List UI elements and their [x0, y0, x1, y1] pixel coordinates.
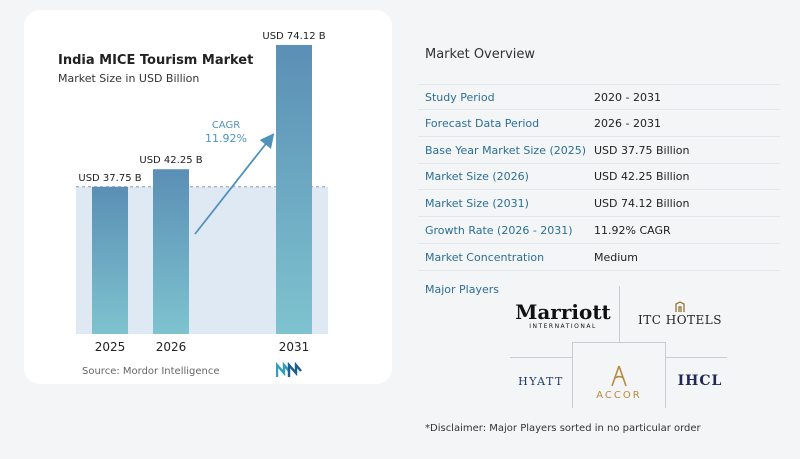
bar-2026 — [153, 169, 189, 334]
overview-row-value: 2020 - 2031 — [594, 90, 661, 104]
category-label-2025: 2025 — [95, 340, 126, 354]
overview-row: Study Period 2020 - 2031 — [418, 84, 780, 110]
marriott-logo: Marriott INTERNATIONAL — [514, 301, 612, 330]
accor-wordmark: ACCOR — [596, 390, 642, 401]
itc-logo: ITC HOTELS — [634, 301, 726, 327]
overview-row-label: Base Year Market Size (2025) — [425, 143, 587, 157]
overview-row: Base Year Market Size (2025) USD 37.75 Bi… — [418, 138, 780, 164]
overview-row-value: 11.92% CAGR — [594, 224, 671, 237]
chart-subtitle: Market Size in USD Billion — [58, 72, 200, 85]
grid-divider — [510, 357, 572, 358]
overview-row: Market Size (2031) USD 74.12 Billion — [418, 191, 780, 218]
bar-2025 — [92, 186, 128, 334]
overview-title: Market Overview — [425, 47, 536, 62]
hyatt-logo: HYATT — [514, 375, 568, 388]
value-label-2031: USD 74.12 B — [262, 31, 325, 42]
overview-row-value: USD 42.25 Billion — [594, 170, 690, 184]
overview-row-value: USD 74.12 Billion — [594, 197, 690, 211]
overview-row: Growth Rate (2026 - 2031) 11.92% CAGR — [418, 218, 780, 244]
ihcl-wordmark: IHCL — [677, 373, 723, 389]
bar-2031 — [276, 44, 312, 334]
bar-chart: USD 37.75 B 2025 USD 42.25 B 2026 USD 74.12 … — [76, 31, 328, 354]
ihcl-logo: IHCL — [672, 373, 728, 389]
overview-row-label: Market Concentration — [425, 250, 545, 264]
chart-title: India MICE Tourism Market — [58, 53, 254, 68]
overview-row-value: 2026 - 2031 — [594, 116, 661, 130]
category-label-2026: 2026 — [156, 340, 187, 354]
mordor-logo-icon — [276, 362, 302, 377]
disclaimer-note: *Disclaimer: Major Players sorted in no … — [425, 423, 701, 434]
cagr-value: 11.92% — [205, 132, 247, 145]
overview-row: Market Concentration Medium — [418, 245, 780, 271]
cagr-arrow — [194, 133, 275, 235]
grid-divider — [665, 357, 727, 358]
accor-logo: ACCOR — [576, 365, 662, 401]
overview-row-label: Market Size (2026) — [425, 170, 529, 184]
hyatt-wordmark: HYATT — [518, 375, 564, 388]
marriott-wordmark: Marriott — [515, 300, 611, 324]
overview-row: Forecast Data Period 2026 - 2031 — [418, 111, 780, 137]
itc-wordmark: ITC HOTELS — [638, 313, 722, 327]
accor-emblem-icon — [611, 365, 627, 387]
category-label-2031: 2031 — [279, 340, 310, 354]
marriott-subtitle: INTERNATIONAL — [529, 323, 597, 330]
itc-emblem-icon — [675, 301, 685, 312]
overview-row: Market Size (2026) USD 42.25 Billion — [418, 164, 780, 191]
source-name: Mordor Intelligence — [122, 366, 220, 377]
grid-divider — [665, 342, 666, 408]
value-label-2025: USD 37.75 B — [78, 173, 141, 184]
overview-row-value: Medium — [594, 250, 638, 264]
value-label-2026: USD 42.25 B — [139, 155, 202, 166]
players-title: Major Players — [425, 283, 499, 296]
cagr-label: CAGR — [212, 120, 240, 131]
source-note: Source: Mordor Intelligence — [82, 366, 220, 377]
overview-row-label: Growth Rate (2026 - 2031) — [425, 224, 573, 237]
grid-divider — [619, 286, 620, 342]
overview-row-label: Forecast Data Period — [425, 116, 540, 130]
grid-divider — [572, 342, 573, 408]
overview-row-label: Study Period — [425, 90, 495, 104]
overview-row-label: Market Size (2031) — [425, 197, 529, 211]
overview-row-value: USD 37.75 Billion — [594, 143, 690, 157]
grid-divider — [572, 342, 666, 343]
source-label: Source: — [82, 366, 120, 377]
